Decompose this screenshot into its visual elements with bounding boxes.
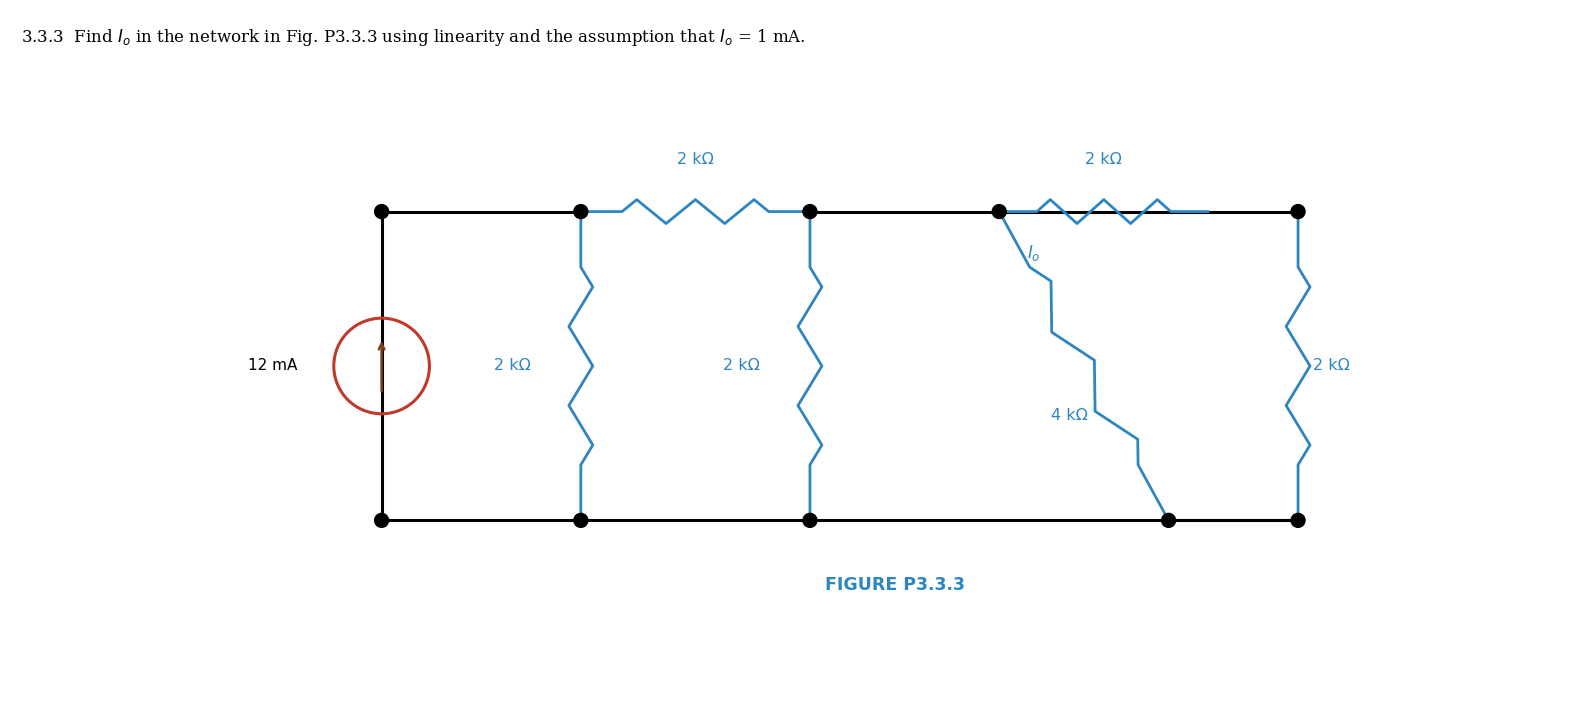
Text: FIGURE P3.3.3: FIGURE P3.3.3 (825, 576, 965, 594)
Text: 4 kΩ: 4 kΩ (1051, 408, 1088, 423)
Circle shape (1290, 513, 1305, 527)
Circle shape (574, 205, 589, 218)
Circle shape (574, 513, 589, 527)
Circle shape (802, 513, 817, 527)
Circle shape (1290, 205, 1305, 218)
Text: 2 kΩ: 2 kΩ (494, 358, 531, 373)
Circle shape (375, 513, 389, 527)
Text: 2 kΩ: 2 kΩ (723, 358, 761, 373)
Text: 2 kΩ: 2 kΩ (1313, 358, 1349, 373)
Circle shape (992, 205, 1006, 218)
Text: 12 mA: 12 mA (247, 358, 297, 373)
Text: 2 kΩ: 2 kΩ (676, 151, 715, 167)
Text: 2 kΩ: 2 kΩ (1085, 151, 1123, 167)
Circle shape (375, 205, 389, 218)
Circle shape (802, 205, 817, 218)
Circle shape (1161, 513, 1176, 527)
Text: 3.3.3  Find $I_o$ in the network in Fig. P3.3.3 using linearity and the assumpti: 3.3.3 Find $I_o$ in the network in Fig. … (21, 27, 805, 48)
Text: $I_o$: $I_o$ (1027, 244, 1040, 263)
